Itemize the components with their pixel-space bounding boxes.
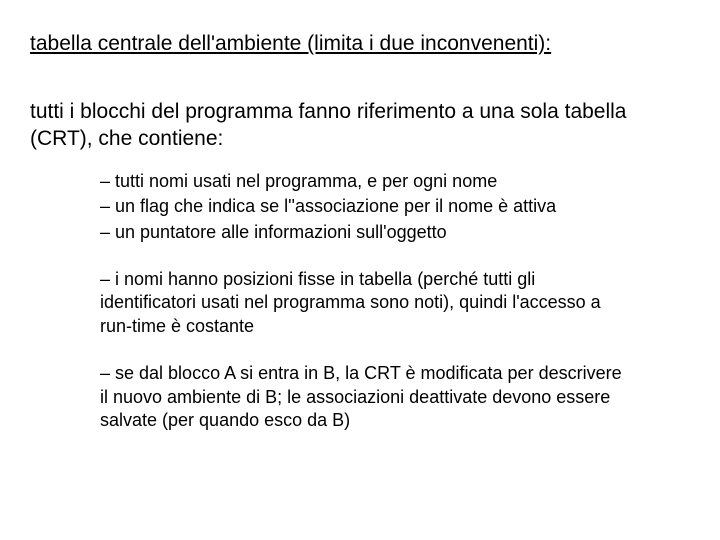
- list-item: – se dal blocco A si entra in B, la CRT …: [100, 362, 630, 432]
- list-item: – tutti nomi usati nel programma, e per …: [100, 170, 630, 193]
- slide-intro: tutti i blocchi del programma fanno rife…: [30, 99, 690, 152]
- list-item: – un flag che indica se l''associazione …: [100, 195, 630, 218]
- list-item: – un puntatore alle informazioni sull'og…: [100, 221, 630, 244]
- slide-title: tabella centrale dell'ambiente (limita i…: [30, 30, 690, 57]
- spacer: [100, 340, 690, 362]
- list-item: – i nomi hanno posizioni fisse in tabell…: [100, 268, 630, 338]
- spacer: [100, 246, 690, 268]
- bullet-group-1: – tutti nomi usati nel programma, e per …: [30, 170, 690, 433]
- slide: tabella centrale dell'ambiente (limita i…: [0, 0, 720, 464]
